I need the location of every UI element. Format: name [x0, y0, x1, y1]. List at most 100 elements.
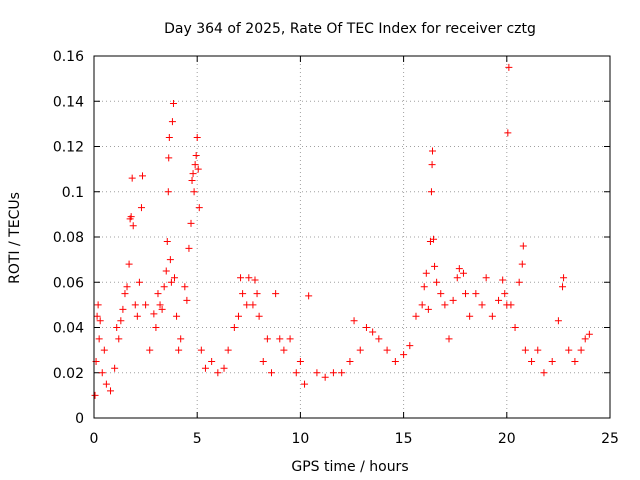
roti-point — [166, 256, 174, 264]
roti-point — [177, 335, 185, 343]
roti-point — [245, 274, 253, 282]
roti-point — [214, 369, 222, 377]
roti-point — [472, 290, 480, 298]
roti-point — [154, 290, 162, 298]
roti-point — [296, 357, 304, 365]
roti-point — [495, 296, 503, 304]
roti-point — [185, 244, 193, 252]
roti-point — [201, 364, 209, 372]
roti-point — [133, 312, 141, 320]
roti-point — [585, 330, 593, 338]
roti-point — [188, 176, 196, 184]
y-tick-label: 0.12 — [53, 140, 84, 156]
roti-point — [165, 133, 173, 141]
roti-point — [518, 260, 526, 268]
roti-point — [280, 346, 288, 354]
roti-point — [422, 269, 430, 277]
roti-point — [224, 346, 232, 354]
roti-point — [195, 204, 203, 212]
roti-point — [428, 161, 436, 169]
roti-point — [135, 278, 143, 286]
x-tick-label: 20 — [498, 431, 516, 447]
roti-point — [420, 283, 428, 291]
roti-point — [424, 305, 432, 313]
roti-point — [152, 324, 160, 331]
roti-point — [197, 346, 205, 354]
x-tick-label: 0 — [90, 431, 99, 447]
roti-point — [243, 301, 251, 309]
x-tick-label: 15 — [395, 431, 413, 447]
roti-point — [208, 357, 216, 365]
roti-point — [505, 63, 513, 71]
roti-point — [581, 335, 589, 343]
roti-points — [91, 63, 593, 399]
roti-point — [251, 276, 259, 284]
roti-point — [113, 324, 121, 331]
roti-point — [482, 274, 490, 282]
roti-point — [427, 188, 435, 196]
roti-point — [488, 312, 496, 320]
roti-point — [96, 317, 104, 325]
roti-point — [272, 290, 280, 298]
roti-point — [259, 357, 267, 365]
y-tick-label: 0.02 — [53, 366, 84, 382]
x-axis-label: GPS time / hours — [291, 459, 408, 475]
roti-point — [146, 346, 154, 354]
y-axis-label: ROTI / TECUs — [7, 192, 23, 284]
roti-point — [100, 346, 108, 354]
roti-point — [559, 283, 567, 291]
roti-point — [187, 219, 195, 227]
x-tick-label: 5 — [193, 431, 202, 447]
roti-point — [263, 335, 271, 343]
roti-point — [430, 235, 438, 243]
roti-point — [156, 301, 164, 309]
roti-point — [142, 301, 150, 309]
roti-point — [163, 238, 171, 246]
roti-point — [102, 380, 110, 388]
roti-point — [453, 274, 461, 282]
y-tick-label: 0.1 — [62, 185, 84, 201]
roti-point — [462, 290, 470, 298]
x-tick-label: 25 — [601, 431, 619, 447]
roti-point — [234, 312, 242, 320]
roti-point — [554, 317, 562, 325]
roti-point — [117, 317, 125, 325]
roti-point — [192, 152, 200, 160]
roti-point — [577, 346, 585, 354]
roti-point — [150, 310, 158, 318]
roti-point — [165, 154, 173, 162]
roti-point — [350, 317, 358, 325]
roti-point — [383, 346, 391, 354]
y-tick-label: 0.14 — [53, 94, 84, 110]
roti-point — [356, 346, 364, 354]
roti-point — [125, 260, 133, 268]
roti-point — [170, 274, 178, 282]
roti-point — [115, 335, 123, 343]
y-tick-label: 0.04 — [53, 321, 84, 337]
roti-point — [528, 357, 536, 365]
roti-point — [160, 283, 168, 291]
roti-point — [459, 269, 467, 277]
roti-point — [189, 170, 197, 178]
roti-point — [346, 357, 354, 365]
roti-point — [292, 369, 300, 377]
roti-point — [94, 301, 102, 309]
roti-point — [129, 222, 137, 230]
roti-point — [406, 342, 414, 350]
roti-point — [369, 328, 377, 336]
roti-point — [164, 188, 172, 196]
roti-point — [181, 283, 189, 291]
roti-point — [162, 267, 170, 275]
roti-point — [305, 292, 313, 300]
roti-point — [107, 387, 115, 395]
roti-point — [167, 278, 175, 286]
roti-point — [504, 129, 512, 137]
roti-point — [499, 276, 507, 284]
roti-point — [437, 290, 445, 298]
roti-point — [449, 296, 457, 304]
roti-point — [169, 100, 177, 108]
roti-point — [466, 312, 474, 320]
x-axis-ticks: 0 5 10 15 20 25 — [90, 56, 619, 447]
roti-point — [183, 296, 191, 304]
roti-point — [239, 290, 247, 298]
